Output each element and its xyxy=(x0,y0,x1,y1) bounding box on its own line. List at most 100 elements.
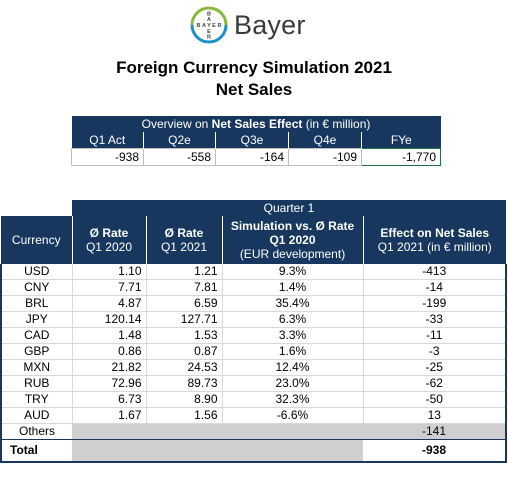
svg-text:B: B xyxy=(207,12,211,18)
simulation-cell[interactable]: 12.4% xyxy=(221,359,363,376)
svg-text:A: A xyxy=(207,17,211,23)
simulation-cell[interactable]: 32.3% xyxy=(221,391,363,408)
total-row: Total -938 xyxy=(0,439,508,463)
rate-2020-cell[interactable]: 21.82 xyxy=(71,359,146,376)
header-currency: Currency xyxy=(1,216,72,264)
value-q1-act[interactable]: -938 xyxy=(71,148,144,166)
simulation-cell[interactable]: 23.0% xyxy=(221,375,363,392)
rate-2020-cell[interactable]: 1.67 xyxy=(71,407,146,424)
svg-text:B: B xyxy=(197,23,201,29)
svg-text:Y: Y xyxy=(207,23,211,29)
svg-text:R: R xyxy=(218,23,222,29)
col-q3e: Q3e xyxy=(215,132,289,149)
svg-text:A: A xyxy=(202,23,206,29)
header-rate-2020: Ø Rate Q1 2020 xyxy=(71,216,146,264)
total-label: Total xyxy=(0,439,72,463)
overview-header-bold: Net Sales Effect xyxy=(211,117,303,131)
rate-2021-cell[interactable]: 127.71 xyxy=(145,311,222,328)
header-simulation: Simulation vs. Ø Rate Q1 2020 (EUR devel… xyxy=(221,216,363,264)
value-q2e[interactable]: -558 xyxy=(143,148,216,166)
value-fye-selected-cell[interactable]: -1,770 xyxy=(360,148,442,166)
value-q4e[interactable]: -109 xyxy=(288,148,362,166)
overview-header: Overview on Net Sales Effect (in € milli… xyxy=(71,116,441,132)
rate-2021-cell[interactable]: 89.73 xyxy=(145,375,222,392)
overview-columns-row: Q1 Act Q2e Q3e Q4e FYe xyxy=(71,132,441,149)
total-effect[interactable]: -938 xyxy=(363,439,508,463)
page-subtitle: Net Sales xyxy=(215,80,293,99)
rate-2021-cell[interactable]: 1.56 xyxy=(145,407,222,424)
effect-cell[interactable]: -199 xyxy=(362,295,508,312)
rate-2020-cell[interactable]: 7.71 xyxy=(71,279,146,296)
column-header-row: Currency Ø Rate Q1 2020 Ø Rate Q1 2021 S… xyxy=(1,216,507,264)
table-row: BRL 4.87 6.59 35.4% -199 xyxy=(0,295,508,312)
page-title: Foreign Currency Simulation 2021 xyxy=(116,58,392,77)
effect-cell[interactable]: -11 xyxy=(362,327,508,344)
currency-code[interactable]: CAD xyxy=(0,327,72,344)
bayer-cross-icon: B A B A Y E R E R xyxy=(190,6,228,44)
rate-2020-cell[interactable]: 4.87 xyxy=(71,295,146,312)
currency-table: Quarter 1 Currency Ø Rate Q1 2020 Ø Rate… xyxy=(0,200,508,463)
currency-code[interactable]: GBP xyxy=(0,343,72,360)
table-row: CNY 7.71 7.81 1.4% -14 xyxy=(0,279,508,296)
table-row: MXN 21.82 24.53 12.4% -25 xyxy=(0,359,508,376)
currency-code[interactable]: BRL xyxy=(0,295,72,312)
effect-cell[interactable]: -3 xyxy=(362,343,508,360)
currency-code[interactable]: CNY xyxy=(0,279,72,296)
table-row: TRY 6.73 8.90 32.3% -50 xyxy=(0,391,508,408)
others-grey-fill xyxy=(72,423,363,440)
col-q2e: Q2e xyxy=(143,132,216,149)
simulation-cell[interactable]: -6.6% xyxy=(221,407,363,424)
simulation-cell[interactable]: 1.4% xyxy=(221,279,363,296)
overview-values-row: -938 -558 -164 -109 -1,770 xyxy=(71,148,442,166)
effect-cell[interactable]: 13 xyxy=(362,407,508,424)
rate-2020-cell[interactable]: 6.73 xyxy=(71,391,146,408)
rate-2021-cell[interactable]: 1.21 xyxy=(145,264,222,280)
svg-text:E: E xyxy=(212,23,216,29)
currency-code[interactable]: RUB xyxy=(0,375,72,392)
svg-text:R: R xyxy=(207,35,211,41)
table-row: GBP 0.86 0.87 1.6% -3 xyxy=(0,343,508,360)
simulation-cell[interactable]: 6.3% xyxy=(221,311,363,328)
value-q3e[interactable]: -164 xyxy=(215,148,289,166)
table-row: RUB 72.96 89.73 23.0% -62 xyxy=(0,375,508,392)
total-grey-fill xyxy=(72,439,363,463)
col-q1-act: Q1 Act xyxy=(71,132,144,149)
currency-rows: USD 1.10 1.21 9.3% -413 CNY 7.71 7.81 1.4% -14 BRL… xyxy=(0,264,508,424)
overview-header-row: Overview on Net Sales Effect (in € milli… xyxy=(71,116,441,132)
currency-code[interactable]: USD xyxy=(0,264,72,280)
rate-2020-cell[interactable]: 1.48 xyxy=(71,327,146,344)
table-row: AUD 1.67 1.56 -6.6% 13 xyxy=(0,407,508,424)
effect-cell[interactable]: -14 xyxy=(362,279,508,296)
rate-2020-cell[interactable]: 120.14 xyxy=(71,311,146,328)
effect-cell[interactable]: -50 xyxy=(362,391,508,408)
rate-2021-cell[interactable]: 8.90 xyxy=(145,391,222,408)
rate-2021-cell[interactable]: 1.53 xyxy=(145,327,222,344)
effect-cell[interactable]: -25 xyxy=(362,359,508,376)
simulation-cell[interactable]: 35.4% xyxy=(221,295,363,312)
rate-2021-cell[interactable]: 24.53 xyxy=(145,359,222,376)
currency-code[interactable]: TRY xyxy=(0,391,72,408)
currency-code[interactable]: MXN xyxy=(0,359,72,376)
rate-2021-cell[interactable]: 7.81 xyxy=(145,279,222,296)
simulation-cell[interactable]: 9.3% xyxy=(221,264,363,280)
currency-code[interactable]: JPY xyxy=(0,311,72,328)
others-row: Others -141 xyxy=(0,423,508,440)
rate-2021-cell[interactable]: 0.87 xyxy=(145,343,222,360)
simulation-cell[interactable]: 3.3% xyxy=(221,327,363,344)
currency-code[interactable]: AUD xyxy=(0,407,72,424)
rate-2020-cell[interactable]: 72.96 xyxy=(71,375,146,392)
rate-2020-cell[interactable]: 1.10 xyxy=(71,264,146,280)
rate-2021-cell[interactable]: 6.59 xyxy=(145,295,222,312)
quarter-header: Quarter 1 xyxy=(72,200,507,216)
table-row: JPY 120.14 127.71 6.3% -33 xyxy=(0,311,508,328)
effect-cell[interactable]: -62 xyxy=(362,375,508,392)
simulation-cell[interactable]: 1.6% xyxy=(221,343,363,360)
effect-cell[interactable]: -413 xyxy=(362,264,508,280)
bayer-wordmark: Bayer xyxy=(234,9,306,40)
effect-cell[interactable]: -33 xyxy=(362,311,508,328)
others-effect[interactable]: -141 xyxy=(363,423,508,440)
rate-2020-cell[interactable]: 0.86 xyxy=(71,343,146,360)
header-effect: Effect on Net Sales Q1 2021 (in € millio… xyxy=(362,216,507,264)
col-fye: FYe xyxy=(360,132,441,149)
col-q4e: Q4e xyxy=(288,132,362,149)
